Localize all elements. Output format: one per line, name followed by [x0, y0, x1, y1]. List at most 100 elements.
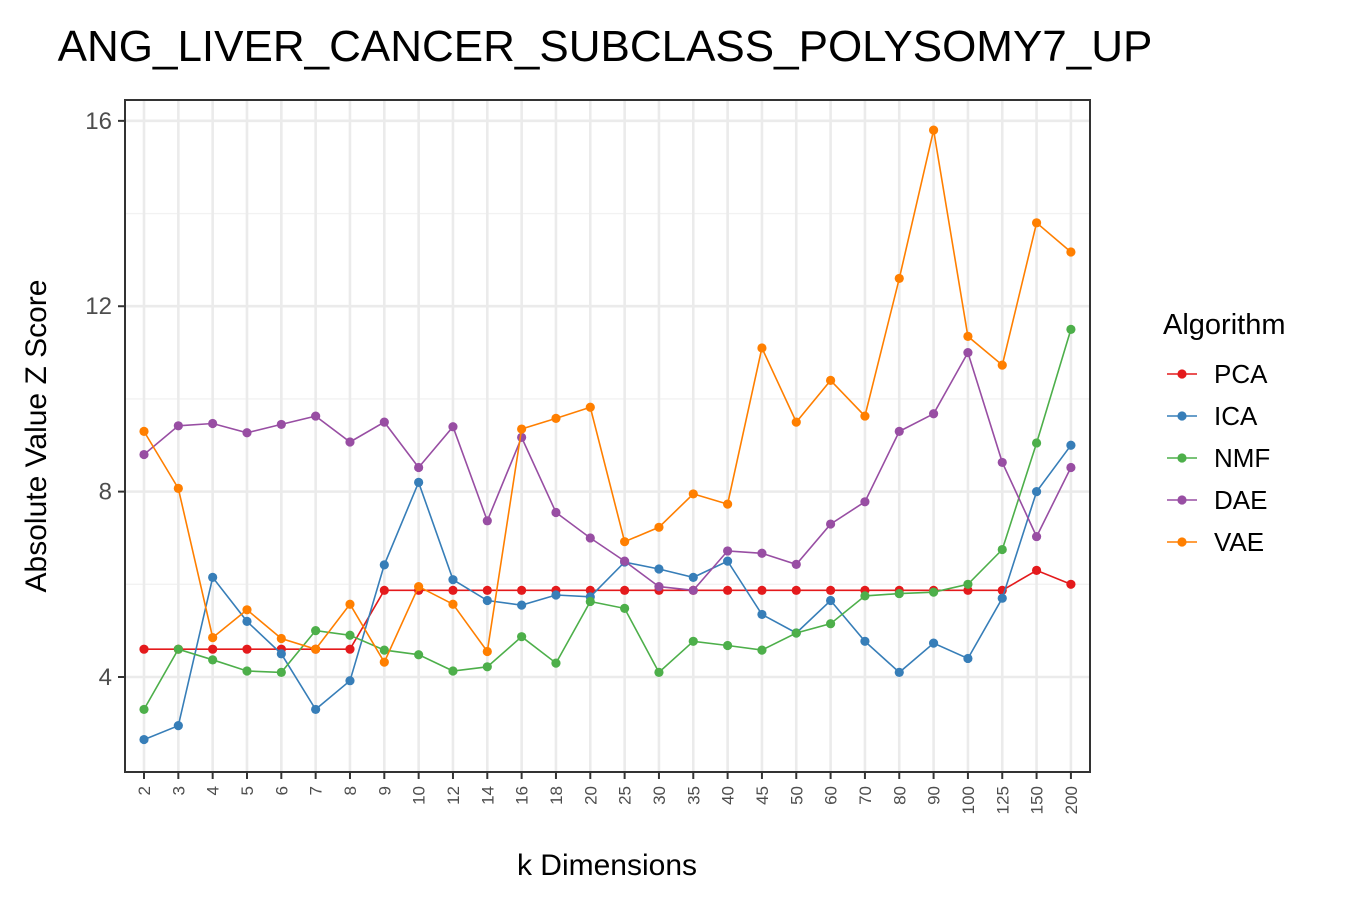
data-point	[242, 666, 252, 676]
data-point	[173, 644, 183, 654]
legend-title: Algorithm	[1163, 309, 1286, 341]
data-point	[482, 516, 492, 526]
data-point	[688, 489, 698, 499]
data-point	[414, 477, 424, 487]
legend-label: ICA	[1214, 401, 1258, 431]
x-tick-label: 12	[444, 786, 463, 805]
data-point	[139, 426, 149, 436]
legend-label: DAE	[1214, 485, 1267, 515]
data-point	[208, 655, 218, 665]
x-tick-label: 20	[581, 786, 600, 805]
x-tick-label: 100	[959, 786, 978, 814]
data-point	[688, 572, 698, 582]
data-point	[276, 419, 286, 430]
data-point	[482, 646, 492, 657]
data-point	[517, 432, 527, 442]
data-point	[551, 658, 561, 668]
data-point	[448, 666, 458, 676]
data-point	[723, 640, 733, 651]
legend: Algorithm PCA ICA NMF DAE VAE	[1163, 309, 1286, 557]
x-tick-label: 40	[719, 786, 738, 805]
x-tick-label: 35	[684, 786, 703, 805]
data-point	[517, 424, 527, 434]
data-point	[620, 556, 630, 566]
data-point	[757, 548, 767, 558]
data-point	[997, 544, 1007, 555]
data-point	[928, 587, 939, 597]
data-point	[139, 449, 149, 460]
data-point	[414, 462, 424, 473]
data-point	[997, 360, 1007, 370]
data-point	[1031, 438, 1042, 448]
legend-key-point	[1177, 369, 1187, 379]
x-tick-label: 2	[135, 786, 154, 795]
x-tick-label: 50	[787, 786, 806, 805]
data-point	[791, 585, 801, 595]
x-tick-label: 16	[513, 786, 532, 805]
data-point	[688, 636, 698, 646]
data-point	[208, 633, 218, 643]
data-point	[894, 588, 904, 599]
data-point	[585, 402, 595, 412]
data-point	[791, 628, 801, 638]
y-tick-label: 12	[85, 293, 112, 320]
data-point	[620, 585, 630, 595]
data-point	[379, 417, 389, 427]
data-point	[139, 704, 149, 715]
data-point	[208, 572, 218, 582]
data-point	[928, 409, 939, 419]
series-dae	[139, 347, 1076, 595]
x-tick-label: 60	[822, 786, 841, 805]
legend-key-point	[1177, 537, 1187, 547]
data-point	[894, 273, 904, 284]
data-point	[997, 457, 1007, 468]
data-point	[963, 331, 973, 341]
data-point	[345, 599, 355, 609]
legend-key-point	[1177, 411, 1187, 421]
data-point	[482, 595, 492, 606]
data-point	[654, 522, 664, 532]
legend-label: NMF	[1214, 443, 1270, 473]
x-tick-label: 25	[616, 786, 635, 805]
x-tick-label: 150	[1028, 786, 1047, 814]
series-line-ica	[143, 444, 1072, 741]
data-point	[928, 638, 939, 648]
x-tick-label: 18	[547, 786, 566, 805]
data-point	[242, 644, 252, 654]
data-point	[963, 347, 973, 358]
data-point	[379, 645, 389, 655]
data-point	[826, 375, 836, 385]
data-point	[482, 585, 492, 595]
x-tick-label: 4	[204, 786, 223, 795]
data-point	[311, 411, 321, 421]
data-point	[757, 585, 767, 595]
x-axis-label: k Dimensions	[517, 849, 697, 882]
x-tick-label: 7	[307, 786, 326, 795]
data-point	[482, 662, 492, 672]
x-tick-label: 6	[272, 786, 291, 795]
data-point	[585, 596, 595, 607]
y-tick-label: 8	[99, 479, 112, 506]
plot-panel-border	[124, 99, 1091, 773]
data-point	[208, 418, 218, 429]
data-point	[242, 428, 252, 438]
data-point	[826, 619, 836, 629]
legend-key-point	[1177, 495, 1187, 505]
data-point	[826, 595, 836, 606]
data-point	[173, 721, 183, 731]
data-point	[379, 585, 389, 595]
series-ica	[139, 440, 1076, 745]
data-point	[414, 582, 424, 592]
x-tick-label: 80	[890, 786, 909, 805]
data-point	[551, 413, 561, 423]
data-point	[448, 599, 458, 609]
data-point	[345, 437, 355, 447]
x-tick-label: 125	[993, 786, 1012, 814]
data-point	[826, 519, 836, 529]
data-point	[1066, 440, 1076, 450]
data-point	[173, 421, 183, 431]
data-point	[311, 626, 321, 636]
data-point	[517, 632, 527, 642]
